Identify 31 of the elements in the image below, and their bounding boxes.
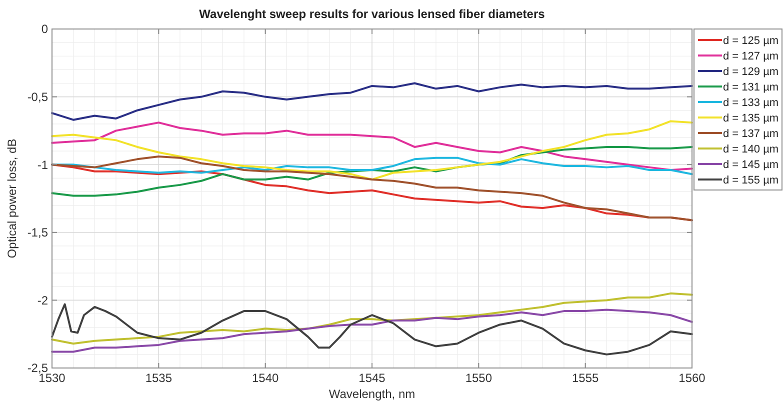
line-series	[51, 308, 693, 353]
line-series	[51, 303, 693, 356]
legend-label: d = 133 µm	[723, 96, 779, 109]
y-tick-label: -2	[37, 293, 48, 308]
legend-label: d = 145 µm	[723, 158, 779, 171]
y-tick-label: -1	[37, 158, 48, 172]
x-tick-label: 1540	[252, 371, 280, 385]
legend-label: d = 137 µm	[723, 128, 779, 140]
x-axis-title: Wavelength, nm	[328, 387, 416, 401]
legend-label: d = 129 µm	[723, 66, 779, 78]
legend-label: d = 140 µm	[723, 143, 779, 156]
y-tick-label: 0	[41, 22, 48, 36]
line-series	[51, 82, 693, 121]
line-series	[51, 292, 693, 345]
line-series	[51, 146, 693, 197]
x-tick-label: 1545	[358, 371, 386, 385]
legend-label: d = 135 µm	[723, 112, 779, 124]
x-tick-label: 1535	[145, 371, 172, 385]
x-tick-label: 1555	[572, 371, 600, 385]
y-axis-title: Optical power loss, dB	[5, 138, 19, 258]
legend-label: d = 155 µm	[723, 174, 779, 186]
x-tick-label: 1550	[465, 371, 492, 385]
legend-label: d = 125 µm	[723, 34, 779, 47]
chart-title: Wavelenght sweep results for various lensed fiber diameters	[199, 7, 546, 21]
line-series	[51, 120, 693, 181]
y-tick-label: -1,5	[27, 226, 48, 240]
line-series	[51, 122, 693, 172]
x-tick-label: 1560	[678, 371, 706, 385]
y-tick-label: -0,5	[27, 90, 48, 104]
legend-label: d = 127 µm	[723, 50, 779, 62]
legend-label: d = 131 µm	[723, 81, 779, 94]
